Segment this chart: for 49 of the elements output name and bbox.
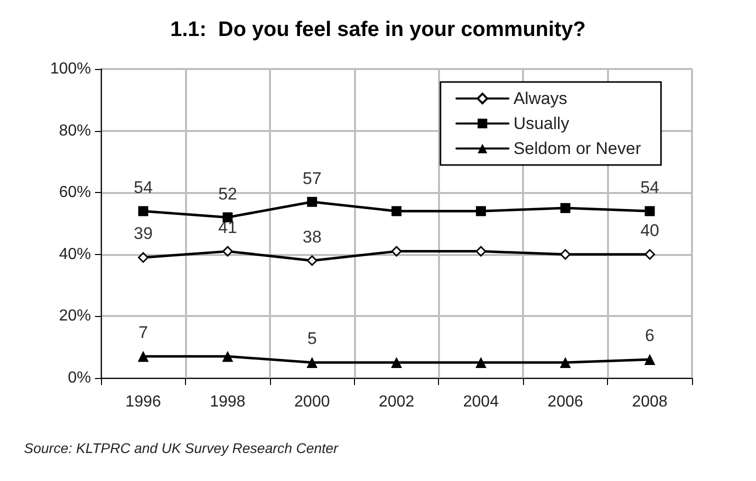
legend-label: Seldom or Never (513, 139, 642, 158)
x-tick-label: 2006 (548, 394, 584, 410)
point (138, 350, 149, 362)
point (644, 206, 655, 216)
point (306, 255, 318, 266)
y-tick-label: 40% (58, 246, 91, 263)
point (560, 357, 571, 368)
source-note: Source: KLTPRC and UK Survey Research Center (24, 440, 340, 456)
legend-label: Usually (513, 114, 570, 133)
point (475, 357, 486, 368)
data-label: 38 (302, 227, 322, 246)
data-label: 54 (640, 178, 660, 198)
chart-title: 1.1: Do you feel safe in your community? (170, 18, 586, 41)
data-label: 5 (307, 329, 317, 348)
y-tick-label: 80% (58, 122, 91, 140)
point (138, 252, 148, 263)
x-tick-label: 1996 (125, 394, 162, 410)
data-label: 39 (134, 224, 153, 244)
point (476, 206, 486, 216)
x-tick-label: 2008 (632, 394, 668, 410)
y-tick-label: 0% (68, 370, 91, 386)
x-tick-label: 2000 (294, 394, 330, 410)
point (476, 246, 486, 257)
x-tick-label: 2004 (463, 394, 499, 410)
point (222, 350, 234, 362)
data-label: 41 (218, 218, 238, 238)
legend-label: Always (513, 89, 568, 108)
y-tick-label: 100% (50, 60, 91, 78)
y-tick-label: 20% (58, 308, 91, 325)
data-label: 57 (302, 168, 322, 188)
point (644, 249, 656, 260)
point (392, 206, 402, 216)
point (560, 249, 571, 260)
point (644, 354, 656, 365)
data-label: 40 (640, 221, 660, 240)
point (222, 246, 233, 257)
y-tick-label: 60% (58, 184, 91, 202)
data-label: 7 (138, 322, 148, 342)
point (391, 357, 402, 368)
point (391, 246, 402, 257)
x-tick-label: 2002 (378, 394, 414, 410)
x-tick-label: 1998 (210, 394, 246, 410)
point (307, 196, 318, 207)
data-label: 6 (645, 326, 655, 345)
point (138, 206, 148, 216)
point (306, 357, 318, 368)
data-label: 52 (218, 184, 238, 204)
data-label: 54 (134, 178, 153, 198)
point (560, 203, 570, 214)
